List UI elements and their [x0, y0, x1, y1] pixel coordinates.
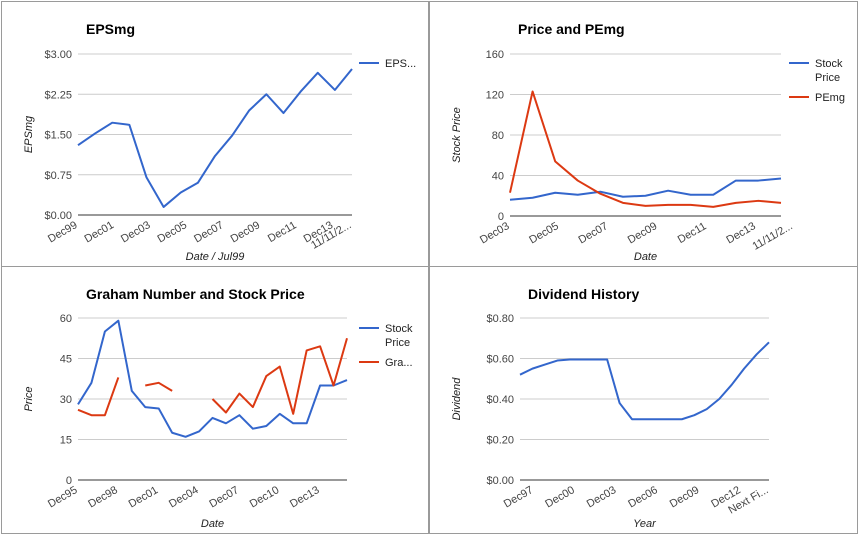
y-tick-label: 80	[492, 130, 504, 142]
x-tick-label: Dec13	[288, 484, 322, 510]
series-line-0	[519, 341, 770, 421]
y-tick-label: 15	[60, 435, 72, 447]
series-line-0	[77, 319, 348, 438]
chart-title: Price and PEmg	[518, 21, 625, 37]
x-tick-label: Dec01	[82, 219, 116, 245]
y-tick-label: $0.80	[486, 313, 514, 325]
chart-svg-3: Dividend History $0.00 $0.20 $0.40 $0.60 $0.8…	[451, 286, 771, 530]
y-axis-title: EPSmg	[23, 115, 35, 153]
y-axis-title: Dividend	[451, 377, 463, 421]
legend-label: Gra...	[385, 357, 413, 369]
x-tick-label: Dec10	[248, 484, 282, 510]
series-line-1	[145, 381, 173, 392]
x-tick-label: Dec05	[527, 220, 561, 246]
x-axis-title: Date	[634, 251, 657, 263]
y-axis-title: Price	[23, 386, 35, 411]
x-axis-title: Year	[633, 518, 657, 530]
y-tick-label: $3.00	[44, 49, 72, 61]
y-tick-label: $0.00	[44, 210, 72, 222]
legend-label: Stock	[815, 58, 843, 70]
graham-number-chart: Graham Number and Stock Price 0 15 30 45 60 De…	[1, 266, 429, 534]
x-tick-label: Dec11	[266, 219, 299, 245]
x-tick-label: Dec06	[626, 484, 660, 510]
y-tick-label: 60	[60, 313, 72, 325]
y-tick-label: $0.40	[486, 394, 514, 406]
y-tick-label: 120	[486, 90, 504, 102]
epsmg-chart: EPSmg $0.00 $0.75 $1.50 $2.25 $3.00 Dec99 Dec01…	[1, 1, 429, 267]
y-tick-label: $0.60	[486, 354, 514, 366]
x-tick-label: Dec03	[478, 220, 512, 246]
x-tick-label: Dec11	[676, 220, 709, 246]
x-axis-title: Date / Jul99	[186, 251, 245, 263]
series-line-1	[509, 90, 782, 208]
x-axis-title: Date	[201, 518, 224, 530]
x-tick-label: Dec09	[229, 219, 263, 245]
y-tick-label: $0.20	[486, 435, 514, 447]
y-tick-label: 0	[498, 211, 504, 223]
x-tick-label: Dec01	[127, 484, 161, 510]
y-tick-label: 45	[60, 354, 72, 366]
y-tick-label: $2.25	[44, 89, 72, 101]
x-tick-label: Dec07	[577, 220, 611, 246]
chart-title: Graham Number and Stock Price	[86, 286, 305, 302]
x-tick-label: 11/11/2...	[750, 220, 794, 253]
x-tick-label: Dec03	[585, 484, 619, 510]
dividend-history-chart: Dividend History $0.00 $0.20 $0.40 $0.60 $0.8…	[429, 266, 858, 534]
x-tick-label: Dec09	[668, 484, 702, 510]
legend-label: Price	[385, 337, 410, 349]
series-line-0	[509, 177, 782, 201]
y-tick-label: 0	[66, 475, 72, 487]
legend-label: Stock	[385, 323, 413, 335]
x-tick-label: Dec04	[167, 484, 201, 510]
y-tick-label: $0.00	[486, 475, 514, 487]
series-line-0	[77, 68, 353, 208]
x-tick-label: Dec03	[119, 219, 153, 245]
chart-svg-1: Price and PEmg 0 40 80 120 160 Dec03 Dec05 Dec07…	[451, 21, 845, 263]
x-tick-label: Dec07	[192, 219, 226, 245]
legend-label: PEmg	[815, 92, 845, 104]
x-tick-label: Dec07	[207, 484, 241, 510]
x-tick-label: Dec99	[46, 219, 80, 245]
y-tick-label: $1.50	[44, 130, 72, 142]
x-tick-label: Dec98	[86, 484, 120, 510]
series-line-1	[77, 377, 120, 417]
x-tick-label: Dec05	[156, 219, 190, 245]
y-tick-label: 40	[492, 171, 504, 183]
legend-label: Price	[815, 72, 840, 84]
series-line-1	[211, 337, 348, 415]
y-tick-label: 30	[60, 394, 72, 406]
legend-label: EPS...	[385, 58, 416, 70]
chart-title: Dividend History	[528, 286, 639, 302]
x-tick-label: Dec09	[626, 220, 660, 246]
chart-svg-0: EPSmg $0.00 $0.75 $1.50 $2.25 $3.00 Dec99 Dec01…	[23, 21, 416, 263]
y-tick-label: $0.75	[44, 170, 72, 182]
x-tick-label: Dec95	[46, 484, 80, 510]
y-axis-title: Stock Price	[451, 107, 463, 163]
price-pemg-chart: Price and PEmg 0 40 80 120 160 Dec03 Dec05 Dec07…	[429, 1, 858, 267]
x-tick-label: Dec97	[502, 484, 536, 510]
y-tick-label: 160	[486, 49, 504, 61]
chart-svg-2: Graham Number and Stock Price 0 15 30 45 60 De…	[23, 286, 413, 530]
x-tick-label: Dec00	[543, 484, 577, 510]
chart-title: EPSmg	[86, 21, 135, 37]
